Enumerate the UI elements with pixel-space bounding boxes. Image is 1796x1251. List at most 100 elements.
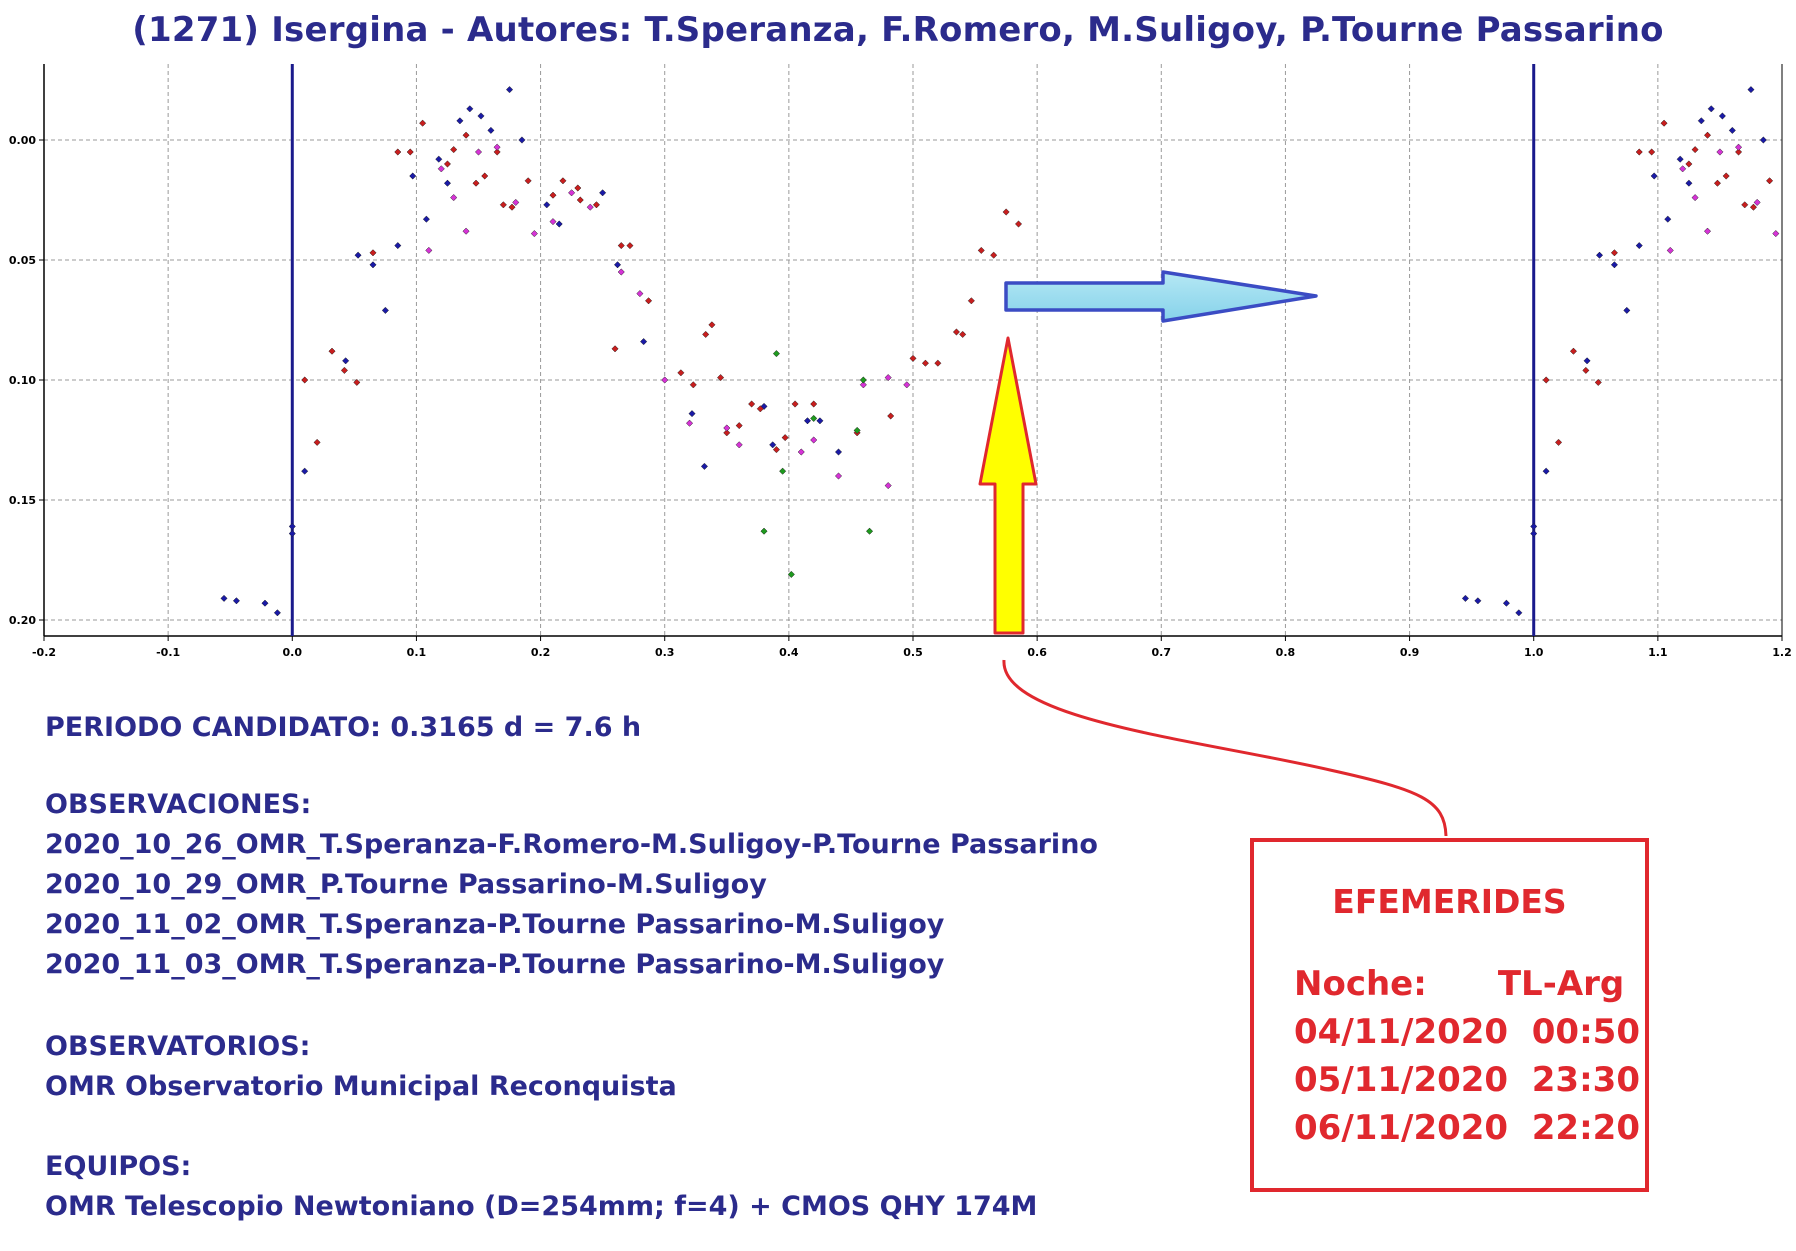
data-point [559,177,567,185]
data-point [810,436,818,444]
data-point [702,330,710,338]
efemerides-header: Noche: TL-Arg [1294,964,1625,1004]
data-point [1703,227,1712,235]
data-point [568,189,576,197]
data-point [1582,366,1590,374]
x-tick-label: 1.0 [1524,646,1544,659]
chart-title: (1271) Isergina - Autores: T.Speranza, F… [132,10,1664,50]
data-point [636,290,644,298]
data-point [700,462,708,470]
data-point [685,419,694,427]
data-point [903,381,911,389]
data-point [1766,177,1774,185]
data-point [288,522,296,530]
data-point [677,369,685,377]
data-point [353,378,361,386]
data-point [381,306,389,314]
data-point [816,417,824,425]
data-point [301,376,309,384]
x-tick-label: 0.8 [1276,646,1296,659]
data-point [834,472,843,480]
x-tick-label: 0.1 [407,646,427,659]
data-point [1610,261,1618,269]
x-tick-label: 0.9 [1400,646,1420,659]
data-point [617,268,625,276]
annotations [978,270,1448,837]
data-point [288,530,296,538]
y-tick-label: 0.20 [9,614,36,627]
x-tick-label: 0.6 [1027,646,1047,659]
right-arrow-icon [1004,270,1318,323]
data-point [1542,467,1550,475]
data-point [394,242,402,250]
data-point [409,172,417,180]
data-point [466,105,474,113]
data-point [810,400,818,408]
data-point [1594,378,1602,386]
data-point [859,381,867,389]
equipo-line: OMR Telescopio Newtoniano (D=254mm; f=4)… [45,1191,1038,1222]
data-point [406,148,414,156]
data-point [493,143,501,151]
data-point [1716,148,1724,156]
data-point [865,527,874,535]
data-point [689,381,697,389]
data-point [952,328,961,336]
efemerides-row: 04/11/2020 00:50 [1294,1012,1640,1052]
data-point [1554,438,1563,446]
efemerides-title: EFEMERIDES [1332,882,1567,921]
efemerides-box: EFEMERIDES Noche: TL-Arg 04/11/2020 00:5… [1250,838,1649,1192]
data-point [493,148,501,156]
data-point [477,112,485,120]
data-point [261,599,269,607]
data-point [1610,249,1618,257]
data-point [450,146,458,154]
data-point [487,126,495,134]
data-point [779,467,787,475]
y-tick-label: 0.00 [9,134,36,147]
axes [39,64,1783,641]
data-point [1685,160,1693,168]
data-point [772,446,780,454]
data-point [1635,242,1643,250]
data-point [1685,179,1693,187]
data-point [232,597,240,605]
observaciones-title: OBSERVACIONES: [45,789,312,820]
x-tick-label: 0.4 [779,646,799,659]
data-point [425,246,433,254]
data-point [301,467,309,475]
data-point [853,426,861,434]
data-point [1691,146,1699,154]
data-point [769,441,777,449]
data-point [1691,194,1699,202]
x-tick-label: -0.1 [156,646,180,659]
data-point [1676,155,1684,163]
data-points [220,86,1780,617]
data-point [443,179,452,187]
data-point [959,330,967,338]
data-point [1734,143,1743,151]
phase-markers [290,64,1536,636]
data-point [576,196,584,204]
data-point [505,86,514,94]
x-tick-label: 0.0 [283,646,303,659]
data-point [645,297,653,305]
data-point [508,203,516,211]
data-point [921,359,929,367]
data-point [1623,306,1631,314]
data-point [599,189,607,197]
data-point [419,119,427,127]
data-point [1718,112,1726,120]
x-tick-label: 1.1 [1648,646,1668,659]
x-tick-label: 1.2 [1772,646,1792,659]
data-point [797,448,805,456]
data-point [1747,86,1755,94]
data-point [518,136,526,144]
data-point [735,441,743,449]
data-point [967,297,975,305]
data-point [328,347,336,355]
y-tick-label: 0.15 [9,494,36,507]
data-point [555,220,563,228]
data-point [748,400,756,408]
data-point [760,527,768,535]
